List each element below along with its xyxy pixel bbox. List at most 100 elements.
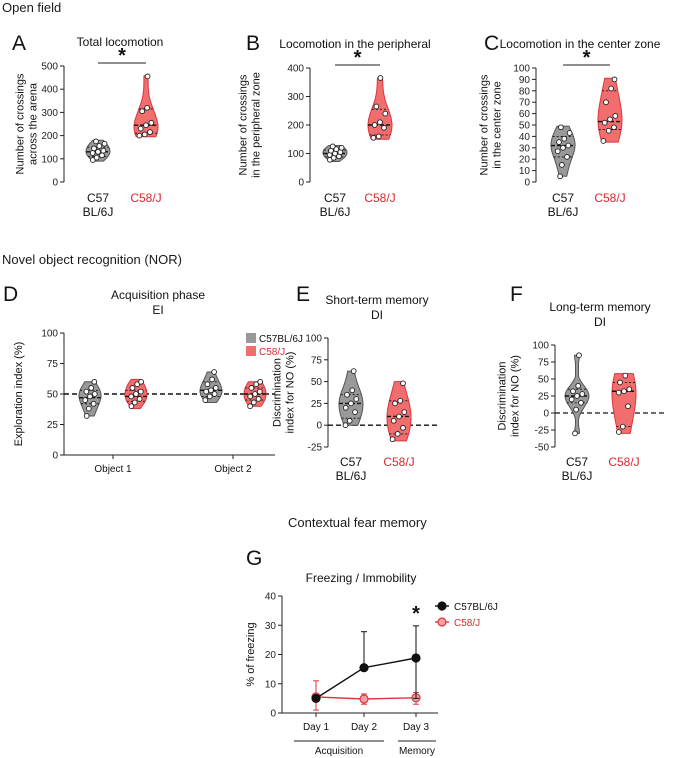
data-point xyxy=(143,122,149,129)
y-tick-label: 25 xyxy=(311,399,323,410)
data-point xyxy=(128,393,135,400)
data-point xyxy=(91,145,97,152)
y-tick-label: 200 xyxy=(287,121,304,132)
data-point xyxy=(559,162,565,168)
data-point xyxy=(90,400,97,407)
data-point xyxy=(579,391,586,397)
data-point xyxy=(348,400,354,407)
legend-label: C58/J xyxy=(454,618,480,629)
series-point xyxy=(411,653,421,663)
data-point xyxy=(141,131,148,138)
data-point xyxy=(87,393,93,400)
legend-label: C57BL/6J xyxy=(454,602,498,613)
data-point xyxy=(622,372,629,379)
violin-body xyxy=(550,125,576,177)
data-point xyxy=(564,154,570,160)
y-tick-label: 80 xyxy=(519,86,531,97)
y-tick-label: 25 xyxy=(538,392,550,403)
chart-title: Locomotion in the center zone xyxy=(500,37,661,51)
data-point xyxy=(377,119,383,126)
y-tick-label: 0 xyxy=(316,421,322,432)
data-point xyxy=(626,386,633,393)
data-point xyxy=(566,130,573,136)
data-point xyxy=(576,352,582,359)
data-point xyxy=(256,388,263,395)
data-point xyxy=(401,409,408,415)
data-point xyxy=(93,154,100,161)
violin-body xyxy=(338,370,364,426)
x-tick-label: C57 BL/6J xyxy=(548,191,579,219)
chart-subtitle: EI xyxy=(152,303,163,317)
data-point xyxy=(101,140,108,147)
panel-G: G Freezing / Immobility 0 10 20 30 40 % of free… xyxy=(245,547,498,757)
data-point xyxy=(333,146,340,153)
y-tick-label: 40 xyxy=(265,592,277,603)
y-axis-label: Number of crossingsin the peripheral zon… xyxy=(238,72,263,178)
y-tick-label: 0 xyxy=(543,409,549,420)
legend-label: C58/J xyxy=(259,347,285,358)
y-tick-label: 25 xyxy=(47,420,59,431)
data-point xyxy=(373,103,380,110)
legend-marker xyxy=(437,617,447,627)
data-point xyxy=(621,388,627,395)
data-point xyxy=(93,138,99,145)
chart-title: Locomotion in the peripheral xyxy=(279,37,430,51)
data-point xyxy=(561,135,568,142)
legend-marker xyxy=(437,601,447,611)
y-tick-label: 0 xyxy=(52,178,58,189)
data-point xyxy=(371,122,378,128)
panel-label: G xyxy=(246,547,262,570)
y-axis-label-line: Number of crossings xyxy=(238,74,250,175)
data-point xyxy=(137,388,144,395)
y-tick-label: 400 xyxy=(287,64,304,75)
x-tick-label: C57 BL/6J xyxy=(562,455,593,483)
data-point xyxy=(370,134,377,141)
y-axis-label-line: index for NO (%) xyxy=(285,352,297,434)
x-tick-label: C58/J xyxy=(383,455,414,469)
x-tick-label-line: BL/6J xyxy=(83,205,114,219)
data-point xyxy=(253,381,260,388)
y-tick-label: 50 xyxy=(538,375,550,386)
x-tick-label: Day 3 xyxy=(403,722,430,733)
data-point xyxy=(611,124,617,131)
data-point xyxy=(625,403,631,410)
x-tick-label: C57 BL/6J xyxy=(336,455,367,483)
data-point xyxy=(209,376,215,383)
data-point xyxy=(91,391,98,397)
chart-title: Short-term memory xyxy=(325,293,428,307)
significance-star: * xyxy=(354,47,362,69)
y-axis-label-line: in the center zone xyxy=(492,81,504,168)
y-tick-label: 50 xyxy=(519,121,531,132)
data-point xyxy=(136,396,143,402)
y-tick-label: 0 xyxy=(52,451,58,462)
chart-title: Long-term memory xyxy=(549,300,650,314)
panel-A: A Total locomotion0100200300400500Number … xyxy=(12,32,163,219)
data-point xyxy=(91,378,98,385)
data-point xyxy=(619,423,626,430)
data-point xyxy=(133,391,139,397)
plots-layer: A Total locomotion0100200300400500Number … xyxy=(3,32,664,757)
y-tick-label: 75 xyxy=(47,359,59,370)
x-tick-label-line: BL/6J xyxy=(336,469,367,483)
data-point xyxy=(572,430,578,437)
y-tick-label: 75 xyxy=(311,355,323,366)
x-tick-label: Object 1 xyxy=(94,464,132,475)
y-tick-label: 300 xyxy=(287,92,304,103)
data-point xyxy=(248,385,255,391)
data-point xyxy=(346,417,353,424)
data-point xyxy=(389,436,396,443)
x-tick-label: C58/J xyxy=(594,191,625,205)
data-point xyxy=(128,403,135,410)
data-point xyxy=(138,378,144,385)
y-tick-label: 0 xyxy=(298,178,304,189)
chart-title: Freezing / Immobility xyxy=(306,571,417,585)
y-tick-label: 10 xyxy=(265,679,277,690)
data-point xyxy=(247,393,254,400)
y-axis-label: Discriminationindex for NO (%) xyxy=(272,352,297,434)
data-point xyxy=(556,139,562,145)
data-point xyxy=(554,148,561,155)
data-point xyxy=(400,424,406,431)
y-tick-label: 20 xyxy=(519,155,531,166)
